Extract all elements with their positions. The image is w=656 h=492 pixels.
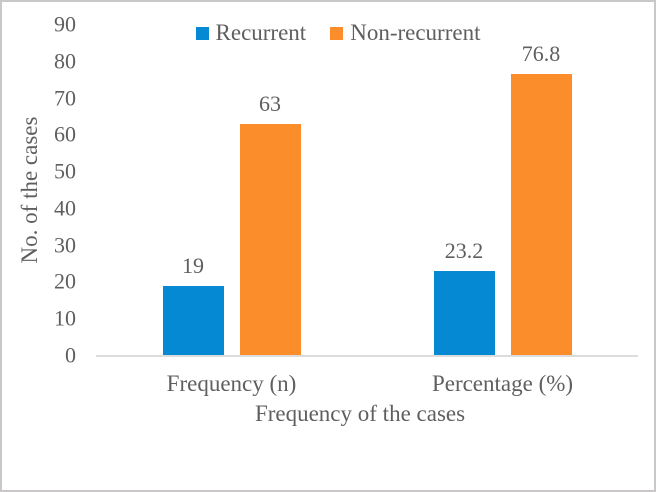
legend-swatch-icon bbox=[330, 26, 344, 40]
legend-swatch-icon bbox=[195, 26, 209, 40]
legend-label: Recurrent bbox=[215, 20, 307, 45]
legend-label: Non-recurrent bbox=[350, 20, 481, 45]
legend-item-recurrent: Recurrent bbox=[195, 19, 307, 47]
x-axis-line bbox=[96, 355, 638, 357]
category-label: Frequency (n) bbox=[166, 371, 297, 396]
y-tick-label: 10 bbox=[54, 305, 76, 331]
category-label: Percentage (%) bbox=[431, 371, 574, 396]
bar-recurrent bbox=[162, 286, 224, 356]
data-label: 23.2 bbox=[444, 237, 484, 263]
bar-non-recurrent bbox=[510, 73, 572, 356]
y-tick-label: 80 bbox=[54, 48, 76, 74]
bar-recurrent bbox=[433, 270, 495, 356]
y-tick-label: 20 bbox=[54, 268, 76, 294]
y-tick-label: 40 bbox=[54, 195, 76, 221]
y-tick-label: 60 bbox=[54, 121, 76, 147]
y-tick-label: 70 bbox=[54, 85, 76, 111]
y-tick-label: 30 bbox=[54, 232, 76, 258]
y-tick-label: 50 bbox=[54, 158, 76, 184]
x-axis-title: Frequency of the cases bbox=[254, 401, 466, 426]
chart-legend: Recurrent Non-recurrent bbox=[12, 19, 654, 47]
bar-non-recurrent bbox=[239, 124, 301, 356]
legend-item-non-recurrent: Non-recurrent bbox=[330, 19, 480, 47]
y-tick-label: 90 bbox=[54, 11, 76, 37]
y-tick-label: 0 bbox=[65, 342, 76, 368]
data-label: 19 bbox=[182, 253, 204, 279]
data-label: 63 bbox=[259, 91, 281, 117]
data-label: 76.8 bbox=[521, 40, 561, 66]
